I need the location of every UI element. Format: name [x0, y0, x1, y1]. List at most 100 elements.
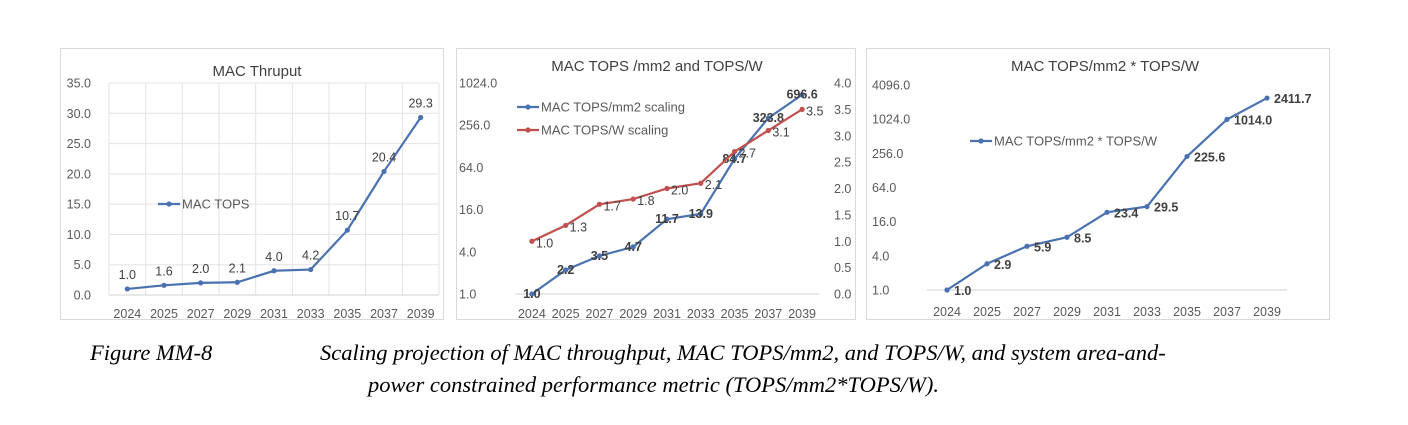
data-label: 2.7: [739, 147, 756, 161]
legend-label: MAC TOPS: [182, 197, 250, 212]
data-point: [563, 267, 569, 273]
x-tick-label: 2039: [1253, 305, 1281, 319]
y2-tick-label: 1.5: [834, 208, 851, 222]
y-tick-label: 256.0: [872, 147, 903, 161]
y-tick-label: 25.0: [67, 137, 91, 151]
x-tick-label: 2033: [687, 307, 715, 321]
y2-tick-label: 4.0: [834, 77, 851, 91]
x-tick-label: 2029: [1053, 305, 1081, 319]
data-label: 2.0: [671, 184, 688, 198]
data-point: [1144, 203, 1150, 210]
data-point: [418, 114, 424, 121]
x-tick-label: 2039: [788, 307, 816, 321]
x-tick-label: 2031: [260, 307, 288, 321]
data-point: [799, 92, 805, 98]
data-point: [1104, 209, 1110, 215]
data-point: [344, 227, 350, 233]
data-point: [529, 291, 535, 297]
x-tick-label: 2039: [407, 307, 435, 321]
x-tick-label: 2033: [1133, 305, 1161, 319]
data-point: [563, 222, 569, 229]
x-tick-label: 2025: [973, 305, 1001, 319]
data-point: [596, 253, 603, 259]
y-tick-label: 35.0: [67, 77, 91, 91]
data-point: [731, 156, 738, 162]
x-tick-label: 2031: [653, 307, 681, 321]
x-tick-label: 2024: [113, 307, 141, 321]
chart-tops-mm2-and-tops-w: MAC TOPS /mm2 and TOPS/W 1.0 4.0 16.0 64.0 25…: [456, 48, 856, 321]
y2-tick-label: 3.5: [834, 103, 851, 117]
data-label: 1.0: [954, 284, 971, 298]
data-point: [1184, 153, 1190, 160]
y2-tick-label: 3.0: [834, 129, 851, 143]
x-tick-label: 2033: [297, 307, 325, 321]
y2-tick-label: 0.5: [834, 261, 851, 275]
data-label: 2.0: [192, 262, 209, 276]
data-point: [1024, 243, 1030, 249]
legend-label: MAC TOPS/mm2 * TOPS/W: [994, 134, 1158, 149]
x-tick-label: 2029: [619, 307, 647, 321]
data-label: 11.7: [655, 212, 679, 226]
data-point: [198, 280, 204, 286]
data-point: [765, 127, 771, 134]
data-point: [731, 148, 738, 155]
legend-marker: [525, 127, 531, 133]
data-label: 1.0: [536, 236, 553, 250]
data-label: 1.8: [637, 194, 654, 208]
data-point: [799, 106, 805, 112]
x-tick-label: 2037: [1213, 305, 1241, 319]
data-point: [596, 201, 603, 207]
data-point: [765, 115, 771, 121]
data-label: 1014.0: [1234, 113, 1272, 127]
chart-mac-thruput: MAC Thruput 0.0 5.0 10.0 15.0 20.0 25.0 30.0 35.…: [60, 48, 444, 321]
data-label: 3.5: [806, 104, 823, 118]
data-label: 23.4: [1114, 206, 1138, 220]
data-point: [944, 287, 950, 293]
data-label: 13.9: [689, 207, 713, 221]
y-tick-label: 4.0: [459, 245, 476, 259]
y2-tick-label: 2.0: [834, 182, 851, 196]
data-label: 3.1: [772, 125, 789, 139]
data-label: 1.3: [570, 220, 587, 234]
y-tick-label: 16.0: [872, 215, 896, 229]
y-tick-label: 20.0: [67, 167, 91, 181]
data-label: 5.9: [1034, 240, 1051, 254]
x-tick-label: 2024: [933, 305, 961, 319]
chart-mac-thruput-svg: MAC Thruput 0.0 5.0 10.0 15.0 20.0 25.0 30.0 35.…: [67, 63, 440, 321]
chart-tops-mm2-and-tops-w-svg: MAC TOPS /mm2 and TOPS/W 1.0 4.0 16.0 64.0 25…: [459, 58, 851, 321]
data-label: 29.3: [408, 97, 432, 111]
data-point: [529, 238, 535, 244]
data-label: 29.5: [1154, 201, 1178, 215]
data-label: 1.0: [523, 287, 540, 301]
y-tick-label: 5.0: [74, 258, 91, 272]
data-label: 323.8: [753, 111, 784, 125]
y-tick-label: 1024.0: [459, 77, 497, 91]
data-point: [161, 282, 167, 288]
data-point: [308, 266, 314, 273]
x-tick-label: 2037: [754, 307, 782, 321]
x-tick-label: 2035: [333, 307, 361, 321]
data-point: [124, 286, 130, 292]
chart-title: MAC Thruput: [213, 63, 303, 80]
legend-marker: [166, 201, 172, 207]
data-label: 696.6: [786, 88, 817, 102]
data-label: 10.7: [335, 209, 359, 223]
y-tick-label: 15.0: [67, 198, 91, 212]
data-label: 1.0: [119, 268, 136, 282]
y-tick-label: 1024.0: [872, 113, 910, 127]
y-tick-label: 10.0: [67, 228, 91, 242]
data-point: [381, 168, 387, 175]
data-label: 4.0: [265, 250, 282, 264]
data-label: 2.9: [994, 258, 1011, 272]
y-tick-label: 1.0: [872, 284, 889, 298]
x-tick-label: 2031: [1093, 305, 1121, 319]
data-point: [630, 244, 636, 250]
figure-label: Figure MM-8: [90, 340, 213, 365]
x-tick-label: 2025: [552, 307, 580, 321]
legend-label: MAC TOPS/W scaling: [541, 123, 668, 138]
legend-label: MAC TOPS/mm2 scaling: [541, 100, 685, 115]
data-point: [698, 180, 704, 186]
x-tick-label: 2027: [586, 307, 614, 321]
data-point: [664, 216, 670, 222]
data-label: 2.2: [557, 263, 574, 277]
